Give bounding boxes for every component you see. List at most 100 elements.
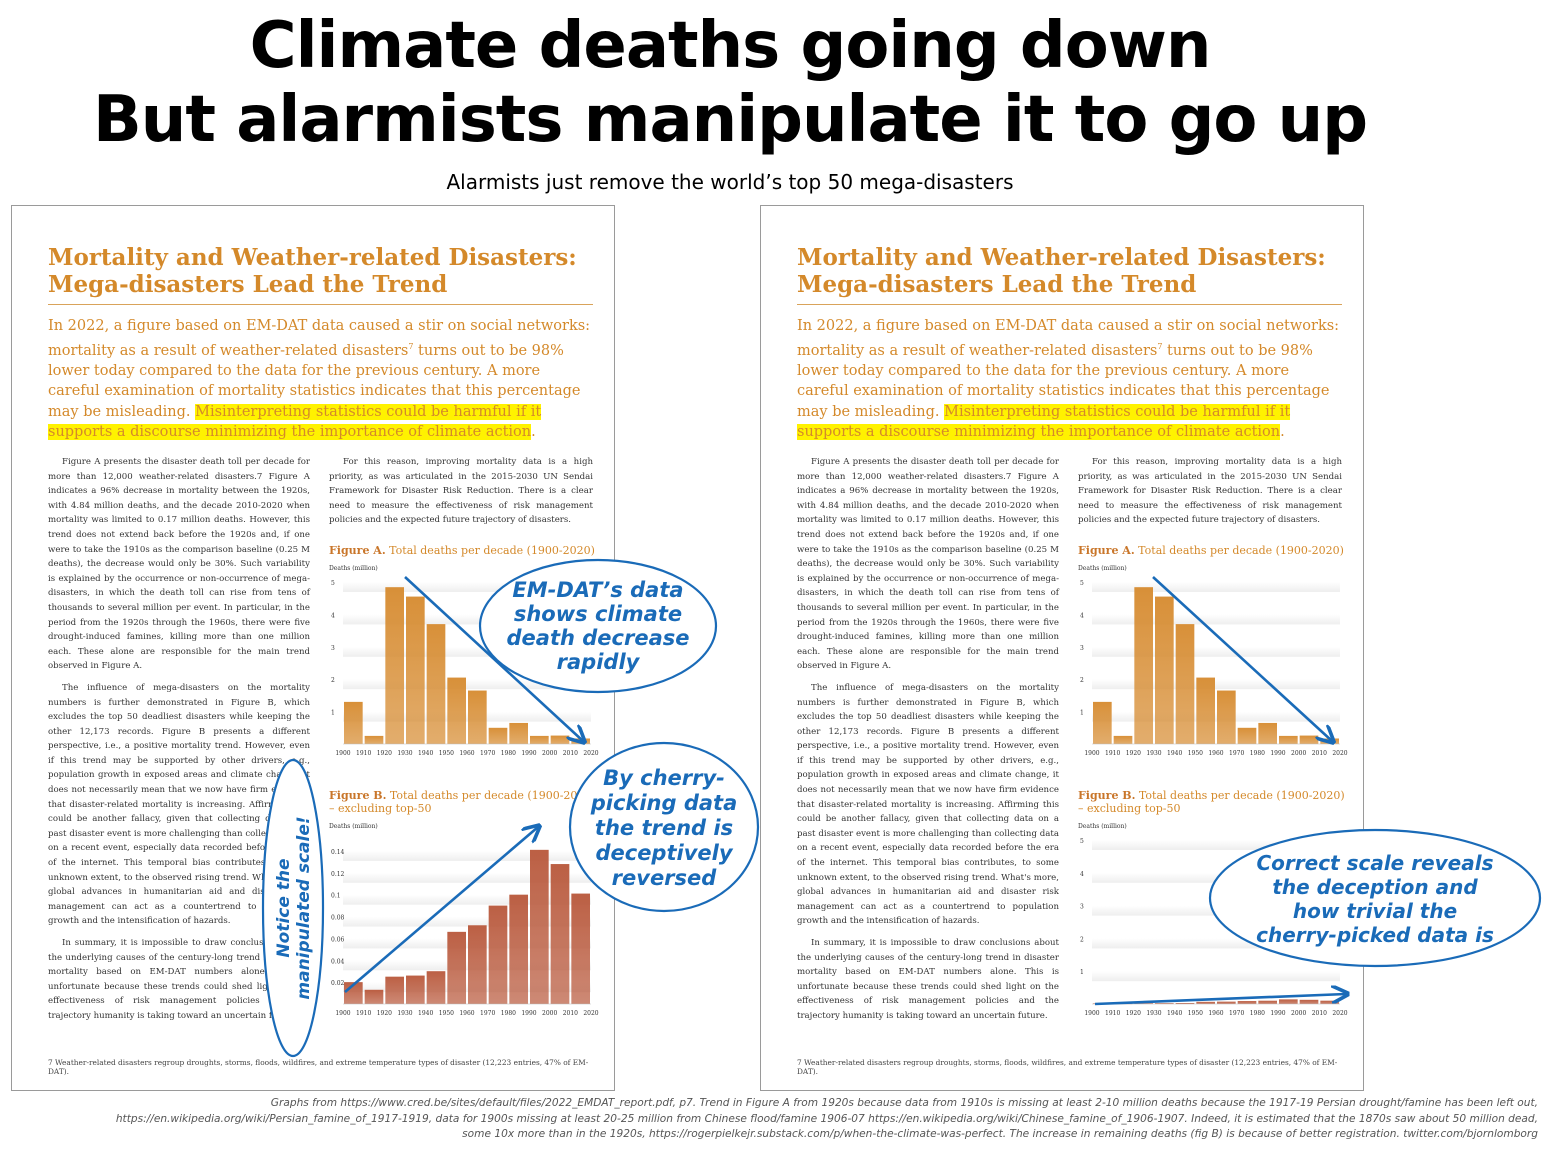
bar xyxy=(406,596,425,744)
figure-a-caption: Total deaths per decade (1900-2020) xyxy=(385,544,595,557)
x-tick-label: 2000 xyxy=(542,1010,557,1017)
bar xyxy=(1320,1000,1339,1004)
credits-line2: https://en.wikipedia.org/wiki/Persian_fa… xyxy=(115,1112,1538,1125)
figure-b-title: Figure B. Total deaths per decade (1900-… xyxy=(1078,789,1348,815)
bar xyxy=(1155,596,1174,744)
bar xyxy=(385,976,404,1004)
subtitle: Alarmists just remove the world’s top 50… xyxy=(446,170,1014,194)
x-tick-label: 1980 xyxy=(501,750,516,757)
y-tick-label: 4 xyxy=(1080,612,1084,619)
bar xyxy=(426,624,446,744)
grid-band xyxy=(1092,905,1340,916)
page-heading-line2: Mega-disasters Lead the Trend xyxy=(797,271,1197,298)
intro-text-2: turns out to be 98% lower today compared… xyxy=(48,342,581,420)
page-heading-line2: Mega-disasters Lead the Trend xyxy=(48,271,448,298)
figure-b-label: Figure B. xyxy=(1078,789,1136,802)
x-tick-label: 1950 xyxy=(1188,750,1203,757)
y-tick-label: 0.1 xyxy=(331,893,341,900)
bar xyxy=(1258,1000,1277,1004)
page-heading: Mortality and Weather-related Disasters:… xyxy=(797,244,1347,298)
x-tick-label: 1940 xyxy=(418,750,433,757)
grid-band xyxy=(1092,679,1340,690)
x-tick-label: 1960 xyxy=(459,1010,474,1017)
heading-rule xyxy=(797,304,1342,305)
x-tick-label: 2010 xyxy=(1312,1010,1327,1017)
figure-a-chart: Deaths (million) 1 2 3 4 5 1900 1910 1920 1930 194… xyxy=(1078,565,1348,757)
bar xyxy=(468,925,487,1004)
intro-text: In 2022, a figure based on EM-DAT data c… xyxy=(48,318,591,359)
x-tick-label: 2020 xyxy=(583,750,598,757)
x-tick-label: 1990 xyxy=(521,750,536,757)
y-tick-label: 4 xyxy=(1080,871,1084,878)
x-tick-label: 2020 xyxy=(1332,750,1347,757)
grid-band xyxy=(1092,840,1340,850)
y-tick-label: 0.04 xyxy=(331,958,345,965)
bar xyxy=(1175,624,1195,744)
body-column-right: For this reason, improving mortality dat… xyxy=(329,455,593,535)
bar xyxy=(530,849,549,1004)
x-tick-label: 1900 xyxy=(335,750,350,757)
x-tick-label: 2000 xyxy=(542,750,557,757)
bar xyxy=(364,735,384,744)
figure-a-chart: Deaths (million) 1 2 3 4 5 1900 1910 1920 1930 194… xyxy=(329,565,599,757)
bar xyxy=(571,893,590,1004)
bar xyxy=(509,722,528,744)
x-tick-label: 1950 xyxy=(1188,1010,1203,1017)
grid-band xyxy=(1092,971,1340,982)
figure-a-title: Figure A. Total deaths per decade (1900-… xyxy=(329,544,599,557)
bar xyxy=(344,982,363,1004)
y-tick-label: 5 xyxy=(331,580,335,587)
intro-footnote-ref: 7 xyxy=(1157,341,1163,351)
x-tick-label: 1920 xyxy=(1126,750,1141,757)
body-paragraph-3: In summary, it is impossible to draw con… xyxy=(48,938,310,1021)
x-tick-label: 1980 xyxy=(501,1010,516,1017)
bar xyxy=(1299,735,1319,744)
bar xyxy=(1279,999,1298,1004)
y-tick-label: 3 xyxy=(1080,904,1084,911)
figure-b-title: Figure B. Total deaths per decade (1900-… xyxy=(329,789,599,815)
y-tick-label: 1 xyxy=(331,710,335,717)
x-tick-label: 1930 xyxy=(1146,750,1161,757)
bar xyxy=(344,701,363,744)
bar xyxy=(1320,738,1339,744)
y-tick-label: 0.02 xyxy=(331,980,345,987)
grid-band xyxy=(343,850,591,861)
x-tick-label: 2010 xyxy=(563,1010,578,1017)
x-tick-label: 2010 xyxy=(1312,750,1327,757)
bar xyxy=(1237,1001,1257,1004)
figure-b-label: Figure B. xyxy=(329,789,387,802)
y-tick-label: 0.06 xyxy=(331,936,345,943)
x-tick-label: 1990 xyxy=(521,1010,536,1017)
y-tick-label: 1 xyxy=(1080,969,1084,976)
figure-b-chart-rescaled: Deaths (million) 1 2 3 4 5 1900 1910 1920 1930 194… xyxy=(1078,823,1348,1017)
y-tick-label: 5 xyxy=(1080,580,1084,587)
page-heading-line1: Mortality and Weather-related Disasters: xyxy=(48,244,577,271)
intro-paragraph: In 2022, a figure based on EM-DAT data c… xyxy=(48,316,596,443)
x-tick-label: 1910 xyxy=(356,750,371,757)
grid-band xyxy=(1092,938,1340,949)
x-tick-label: 2010 xyxy=(563,750,578,757)
intro-footnote-ref: 7 xyxy=(408,341,414,351)
report-page-left: Mortality and Weather-related Disasters:… xyxy=(11,205,615,1091)
x-tick-label: 1940 xyxy=(1167,1010,1182,1017)
figure-b-caption: Total deaths per decade (1900-2020) – ex… xyxy=(329,789,596,815)
x-tick-label: 1920 xyxy=(377,750,392,757)
bar xyxy=(488,905,508,1004)
x-tick-label: 1910 xyxy=(356,1010,371,1017)
y-axis-label: Deaths (million) xyxy=(329,823,378,830)
bubble2-line5: reversed xyxy=(612,866,718,890)
intro-text-2: turns out to be 98% lower today compared… xyxy=(797,342,1330,420)
y-tick-label: 3 xyxy=(1080,645,1084,652)
x-tick-label: 2000 xyxy=(1291,1010,1306,1017)
grid-band xyxy=(1092,872,1340,883)
y-tick-label: 1 xyxy=(1080,710,1084,717)
grid-band xyxy=(343,711,591,722)
body-paragraph-1: Figure A presents the disaster death tol… xyxy=(797,457,1059,672)
grid-band xyxy=(1092,614,1340,625)
report-page-right: Mortality and Weather-related Disasters:… xyxy=(760,205,1364,1091)
x-tick-label: 1930 xyxy=(397,750,412,757)
y-axis-label: Deaths (million) xyxy=(1078,823,1127,830)
main-title-line1: Climate deaths going down xyxy=(249,9,1212,83)
x-tick-label: 1920 xyxy=(377,1010,392,1017)
x-tick-label: 1960 xyxy=(1208,1010,1223,1017)
